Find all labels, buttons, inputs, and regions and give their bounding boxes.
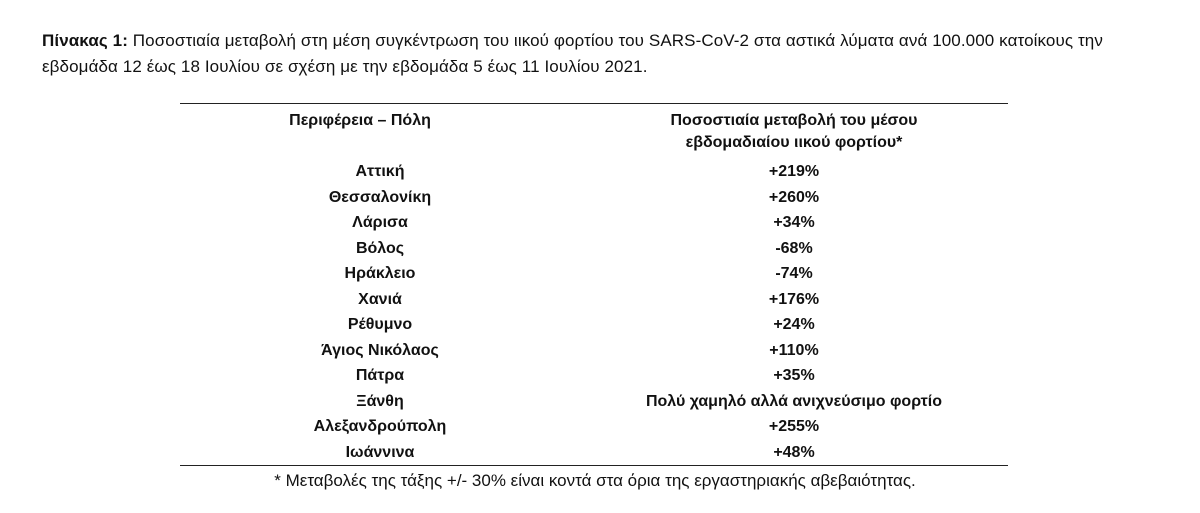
header-row: Περιφέρεια – Πόλη Ποσοστιαία μεταβολή το… [180, 104, 1008, 160]
region-cell: Πάτρα [355, 367, 405, 384]
table-row: Λάρισα +34% [180, 210, 1008, 236]
change-cell: +24% [773, 316, 815, 333]
region-cell: Λάρισα [352, 214, 408, 231]
change-cell: +110% [769, 341, 819, 359]
change-cell: Πολύ χαμηλό αλλά ανιχνεύσιμο φορτίο [645, 392, 943, 410]
region-cell: Χανιά [358, 290, 402, 308]
table-row: Χανιά +176% [180, 287, 1008, 313]
data-table-container: Περιφέρεια – Πόλη Ποσοστιαία μεταβολή το… [180, 103, 1008, 466]
table-caption: Πίνακας 1: Ποσοστιαία μεταβολή στη μέση … [42, 28, 1162, 80]
region-cell: Άγιος Νικόλαος [321, 341, 439, 359]
footnote: * Μεταβολές της τάξης +/- 30% είναι κοντ… [0, 470, 1200, 492]
change-cell: +255% [768, 418, 820, 435]
data-table: Περιφέρεια – Πόλη Ποσοστιαία μεταβολή το… [180, 103, 1008, 466]
region-cell: Ηράκλειο [344, 265, 416, 282]
change-cell: -74% [775, 265, 813, 282]
header-region: Περιφέρεια – Πόλη [180, 104, 580, 160]
table-row: Αττική +219% [180, 159, 1008, 185]
change-cell: +48% [773, 443, 815, 461]
region-cell: Ξάνθη [356, 392, 404, 410]
change-cell: +35% [773, 367, 815, 384]
table-row: Άγιος Νικόλαος +110% [180, 338, 1008, 364]
region-cell: Ρέθυμνο [347, 316, 413, 333]
caption-text: Ποσοστιαία μεταβολή στη μέση συγκέντρωση… [42, 31, 1103, 76]
table-row: Θεσσαλονίκη +260% [180, 185, 1008, 211]
table-row: Ιωάννινα +48% [180, 440, 1008, 466]
table-row: Πάτρα +35% [180, 363, 1008, 389]
caption-label: Πίνακας 1: [42, 31, 128, 50]
change-cell: +219% [768, 163, 820, 180]
table-row: Αλεξανδρούπολη +255% [180, 414, 1008, 440]
change-cell: +34% [773, 214, 815, 231]
header-change: Ποσοστιαία μεταβολή του μέσου εβδομαδιαί… [580, 104, 1008, 160]
header-region-label: Περιφέρεια – Πόλη [289, 112, 431, 129]
region-cell: Αλεξανδρούπολη [313, 418, 447, 435]
change-cell: +176% [768, 290, 820, 308]
region-cell: Ιωάννινα [345, 443, 415, 461]
table-row: Ρέθυμνο +24% [180, 312, 1008, 338]
header-change-line1: Ποσοστιαία μεταβολή του μέσου [670, 112, 918, 129]
table-header: Περιφέρεια – Πόλη Ποσοστιαία μεταβολή το… [180, 104, 1008, 160]
table-row: Βόλος -68% [180, 236, 1008, 262]
region-cell: Βόλος [355, 239, 405, 257]
footnote-text: * Μεταβολές της τάξης +/- 30% είναι κοντ… [274, 471, 916, 490]
change-cell: +260% [768, 188, 820, 206]
region-cell: Αττική [355, 163, 405, 180]
header-change-line2: εβδομαδιαίου ιικού φορτίου* [685, 134, 903, 151]
region-cell: Θεσσαλονίκη [328, 188, 432, 206]
table-body: Αττική +219% Θεσσαλονίκη +260% Λάρισα +34% … [180, 159, 1008, 466]
change-cell: -68% [775, 239, 813, 257]
table-row: Ηράκλειο -74% [180, 261, 1008, 287]
table-row: Ξάνθη Πολύ χαμηλό αλλά ανιχνεύσιμο φορτίο [180, 389, 1008, 415]
